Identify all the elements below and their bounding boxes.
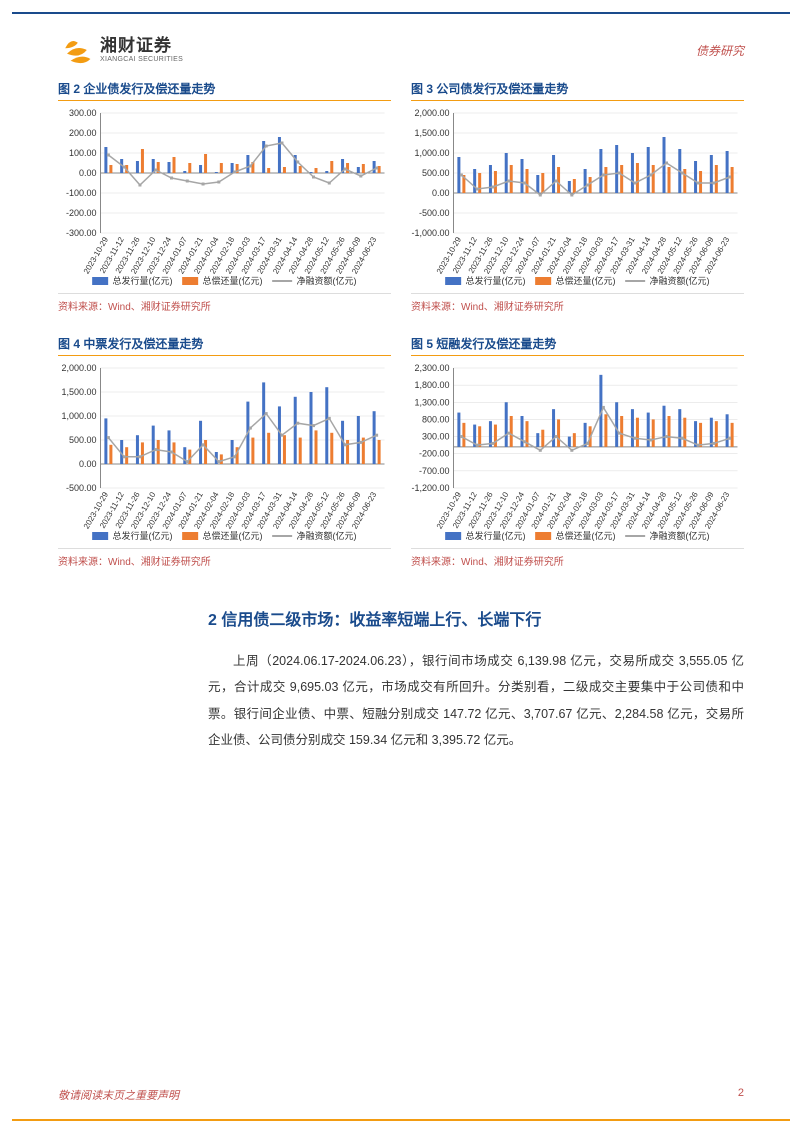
svg-text:0.00: 0.00: [79, 459, 97, 469]
legend-item-issue: 总发行量(亿元): [446, 274, 526, 287]
svg-text:1,000.00: 1,000.00: [414, 148, 449, 158]
svg-text:1,000.00: 1,000.00: [61, 411, 96, 421]
chart-block-fig4: 图 4 中票发行及偿还量走势 -500.00 0.00 500.00 1,000.00 1…: [58, 335, 391, 568]
chart-canvas: -1,000.00 -500.00 0.00 500.00 1,000.00 1,500.…: [411, 107, 744, 287]
svg-text:-200.00: -200.00: [66, 208, 97, 218]
chart-legend: 总发行量(亿元) 总偿还量(亿元) 净融资额(亿元): [75, 529, 375, 542]
legend-item-repay: 总偿还量(亿元): [536, 529, 616, 542]
legend-item-net: 净融资额(亿元): [273, 529, 357, 542]
legend-item-net: 净融资额(亿元): [273, 274, 357, 287]
chart-canvas: -300.00 -200.00 -100.00 0.00 100.00 200.00 300…: [58, 107, 391, 287]
svg-text:300.00: 300.00: [69, 108, 97, 118]
chart-legend: 总发行量(亿元) 总偿还量(亿元) 净融资额(亿元): [428, 274, 728, 287]
chart-legend: 总发行量(亿元) 总偿还量(亿元) 净融资额(亿元): [428, 529, 728, 542]
svg-text:1,500.00: 1,500.00: [414, 128, 449, 138]
legend-item-repay: 总偿还量(亿元): [183, 529, 263, 542]
brand-name-en: XIANGCAI SECURITIES: [100, 56, 183, 64]
svg-text:-700.00: -700.00: [419, 466, 450, 476]
chart-source: 资料来源：Wind、湘财证券研究所: [58, 548, 391, 568]
chart-title: 图 5 短融发行及偿还量走势: [411, 335, 744, 356]
legend-item-issue: 总发行量(亿元): [446, 529, 526, 542]
svg-text:500.00: 500.00: [422, 168, 450, 178]
logo-icon: [58, 32, 94, 68]
svg-text:1,800.00: 1,800.00: [414, 380, 449, 390]
chart-block-fig2: 图 2 企业债发行及偿还量走势 -300.00 -200.00 -100.00 0.00…: [58, 80, 391, 313]
chart-legend: 总发行量(亿元) 总偿还量(亿元) 净融资额(亿元): [75, 274, 375, 287]
chart-canvas: -500.00 0.00 500.00 1,000.00 1,500.00 2,000.0…: [58, 362, 391, 542]
svg-text:200.00: 200.00: [69, 128, 97, 138]
svg-text:-1,200.00: -1,200.00: [411, 483, 449, 493]
svg-text:2,000.00: 2,000.00: [414, 108, 449, 118]
page-number: 2: [738, 1087, 744, 1103]
svg-text:-500.00: -500.00: [66, 483, 97, 493]
svg-text:-1,000.00: -1,000.00: [411, 228, 449, 238]
document-type: 债券研究: [696, 42, 744, 59]
legend-item-net: 净融资额(亿元): [626, 274, 710, 287]
chart-title: 图 2 企业债发行及偿还量走势: [58, 80, 391, 101]
chart-title: 图 3 公司债发行及偿还量走势: [411, 80, 744, 101]
content-area: 图 2 企业债发行及偿还量走势 -300.00 -200.00 -100.00 0.00…: [58, 80, 744, 1073]
chart-source: 资料来源：Wind、湘财证券研究所: [411, 293, 744, 313]
legend-item-net: 净融资额(亿元): [626, 529, 710, 542]
svg-text:300.00: 300.00: [422, 432, 450, 442]
chart-grid: 图 2 企业债发行及偿还量走势 -300.00 -200.00 -100.00 0.00…: [58, 80, 744, 568]
svg-text:1,300.00: 1,300.00: [414, 397, 449, 407]
svg-text:-200.00: -200.00: [419, 449, 450, 459]
section-body: 上周（2024.06.17-2024.06.23），银行间市场成交 6,139.…: [208, 648, 744, 753]
svg-text:0.00: 0.00: [79, 168, 97, 178]
brand-name-cn: 湘财证券: [100, 37, 183, 56]
chart-block-fig5: 图 5 短融发行及偿还量走势 -1,200.00 -700.00 -200.00 300…: [411, 335, 744, 568]
legend-item-issue: 总发行量(亿元): [93, 529, 173, 542]
legend-item-issue: 总发行量(亿元): [93, 274, 173, 287]
svg-text:2,000.00: 2,000.00: [61, 363, 96, 373]
svg-text:100.00: 100.00: [69, 148, 97, 158]
section-heading: 2 信用债二级市场：收益率短端上行、长端下行: [208, 606, 744, 630]
page-header: 湘财证券 XIANGCAI SECURITIES 债券研究: [58, 28, 744, 72]
svg-text:2,300.00: 2,300.00: [414, 363, 449, 373]
chart-source: 资料来源：Wind、湘财证券研究所: [411, 548, 744, 568]
svg-text:-500.00: -500.00: [419, 208, 450, 218]
svg-text:800.00: 800.00: [422, 414, 450, 424]
legend-item-repay: 总偿还量(亿元): [536, 274, 616, 287]
svg-text:1,500.00: 1,500.00: [61, 387, 96, 397]
legend-item-repay: 总偿还量(亿元): [183, 274, 263, 287]
chart-source: 资料来源：Wind、湘财证券研究所: [58, 293, 391, 313]
svg-text:0.00: 0.00: [432, 188, 450, 198]
brand-logo: 湘财证券 XIANGCAI SECURITIES: [58, 32, 183, 68]
logo-text: 湘财证券 XIANGCAI SECURITIES: [100, 37, 183, 63]
footer-note: 敬请阅读末页之重要声明: [58, 1087, 179, 1103]
svg-text:500.00: 500.00: [69, 435, 97, 445]
svg-text:-100.00: -100.00: [66, 188, 97, 198]
svg-text:-300.00: -300.00: [66, 228, 97, 238]
chart-title: 图 4 中票发行及偿还量走势: [58, 335, 391, 356]
page-footer: 敬请阅读末页之重要声明 2: [58, 1087, 744, 1103]
chart-block-fig3: 图 3 公司债发行及偿还量走势 -1,000.00 -500.00 0.00 500.0…: [411, 80, 744, 313]
chart-canvas: -1,200.00 -700.00 -200.00 300.00 800.00 1,300…: [411, 362, 744, 542]
